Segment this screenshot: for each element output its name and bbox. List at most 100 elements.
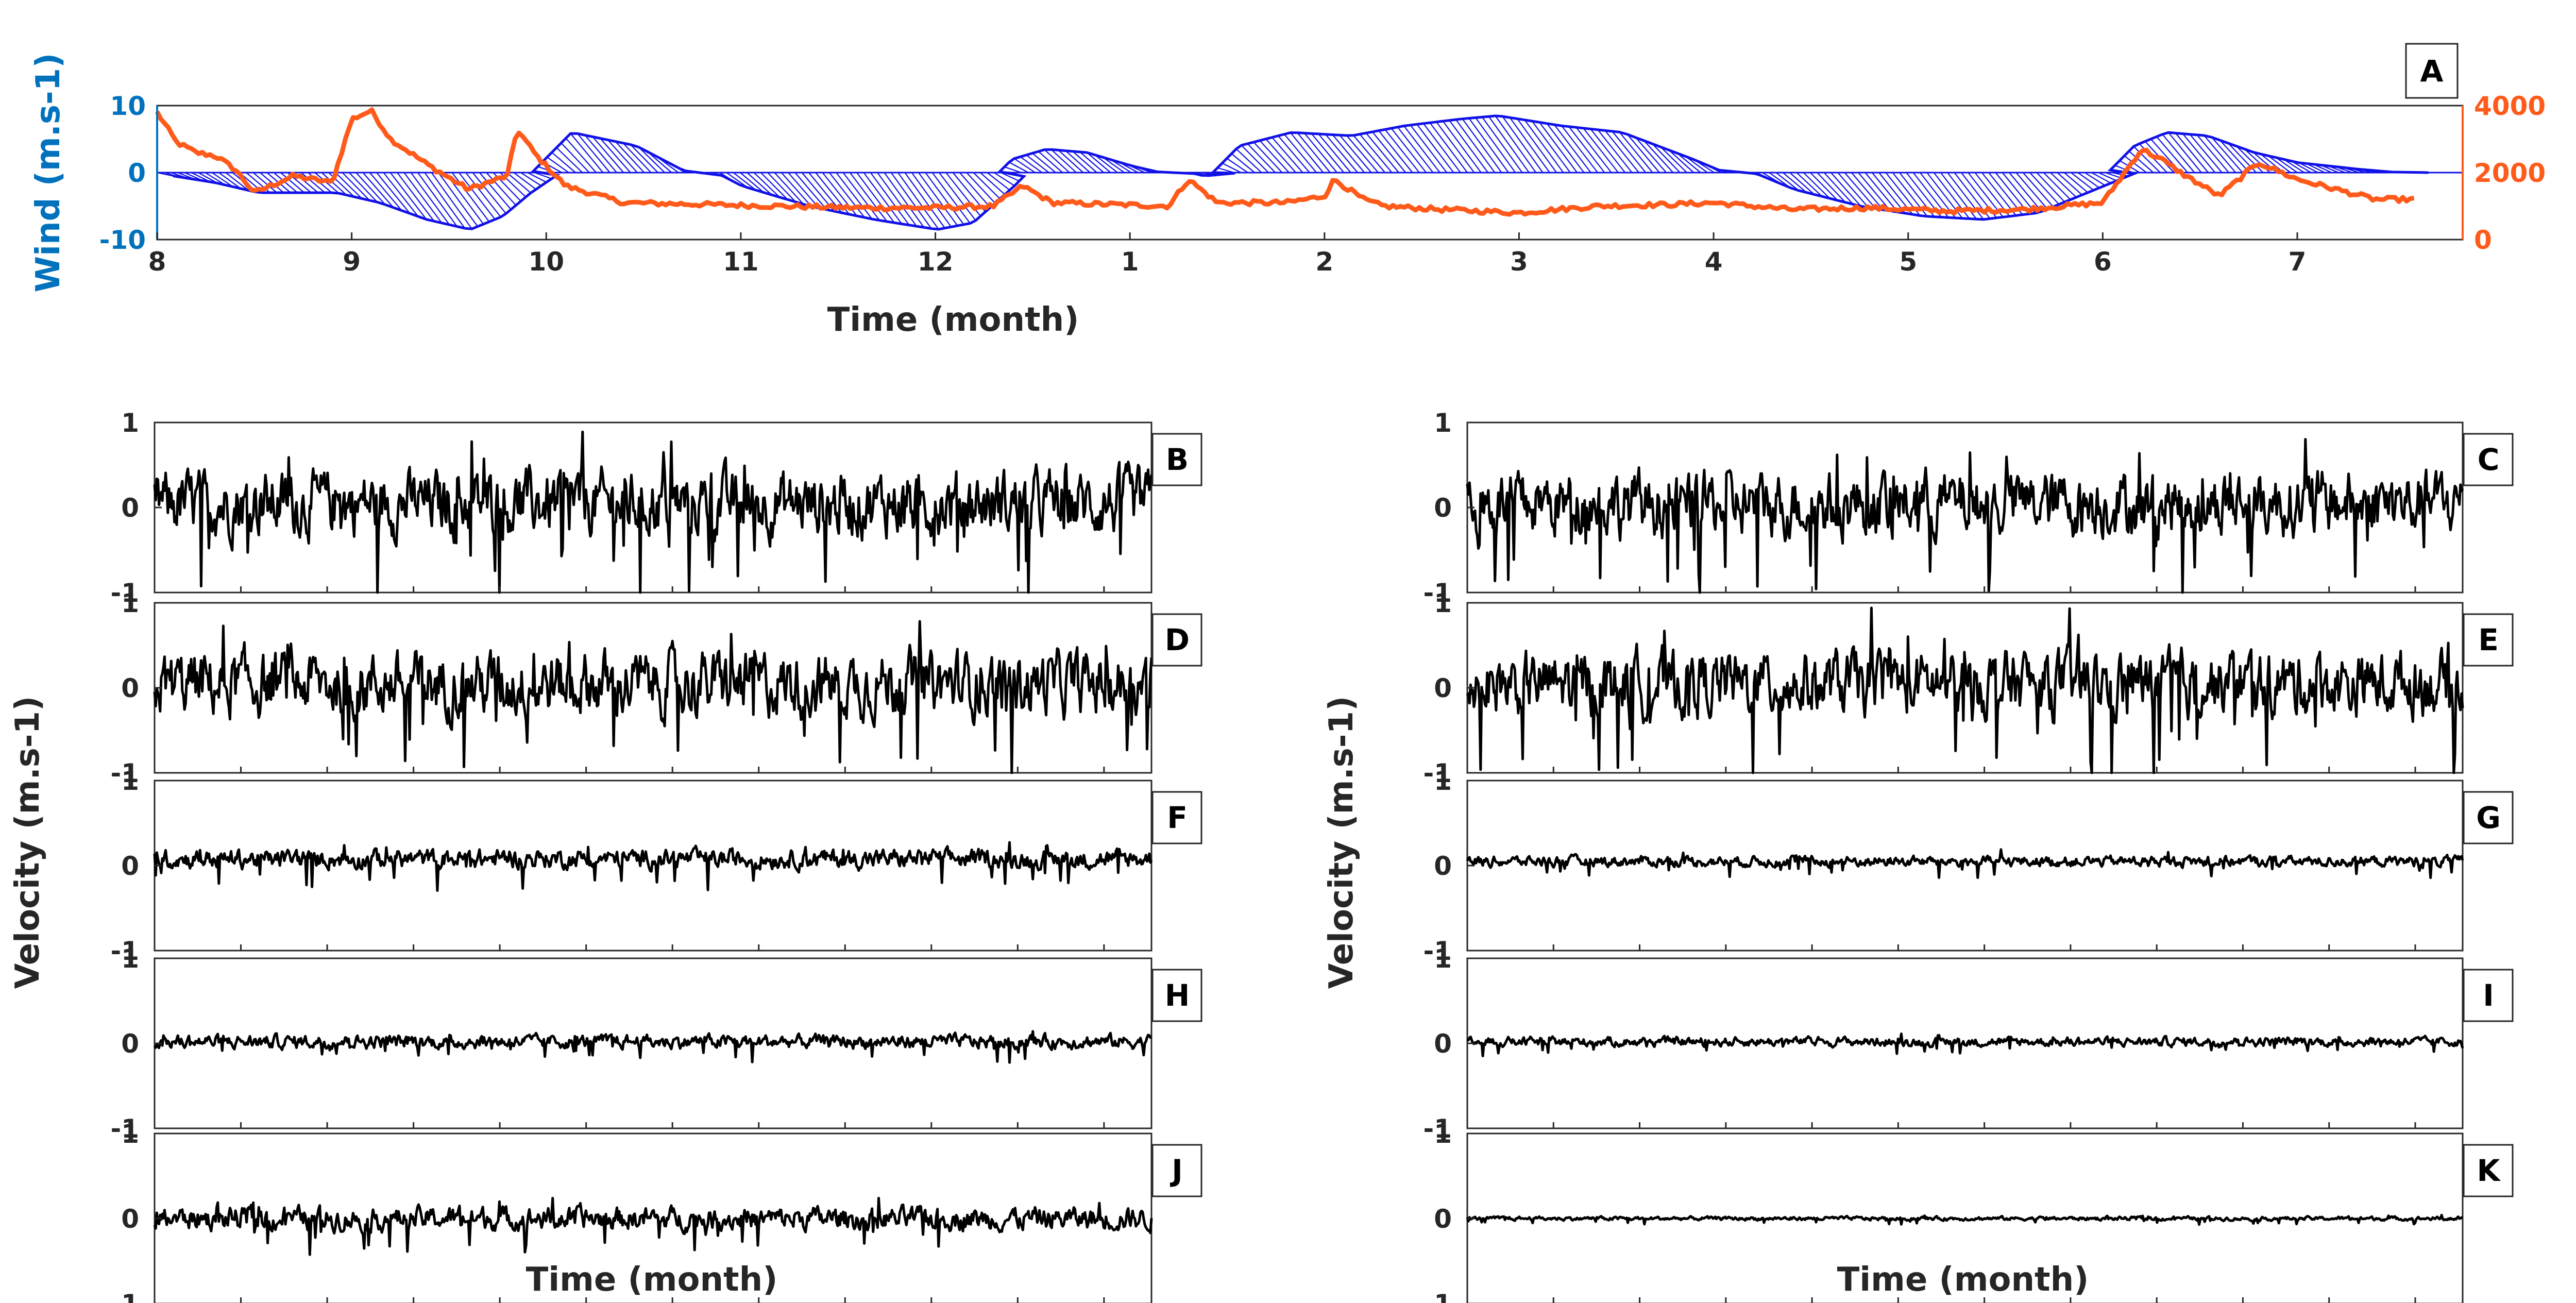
panel-e-ytick-label: -1 xyxy=(1423,758,1452,788)
wind-stick xyxy=(1517,118,1557,173)
wind-stick xyxy=(911,172,952,228)
wind-stick xyxy=(1810,172,1838,201)
panel-a-xtick-label: 9 xyxy=(343,247,361,277)
wind-stick xyxy=(1325,133,1358,173)
panel-h-ytick-label: -1 xyxy=(110,1114,139,1144)
wind-stick xyxy=(1332,134,1365,173)
plot-layer xyxy=(153,43,2514,1303)
wind-stick xyxy=(1391,128,1427,173)
wind-stick xyxy=(2268,155,2291,173)
wind-stick xyxy=(2283,159,2305,173)
panel-h-ytick-label: 0 xyxy=(121,1029,139,1059)
wind-stick xyxy=(2133,146,2161,173)
wind-stick xyxy=(2071,172,2094,191)
wind-stick xyxy=(1626,134,1660,173)
wind-stick xyxy=(1038,151,1063,173)
wind-stick xyxy=(451,172,490,223)
panel-a-ytick-left: 10 xyxy=(110,91,146,121)
wind-stick xyxy=(383,172,419,217)
panel-j-ytick-label: 1 xyxy=(121,1119,139,1149)
panel-i-ytick-label: 1 xyxy=(1434,944,1452,974)
wind-stick xyxy=(1612,131,1647,173)
wind-stick xyxy=(931,172,971,224)
panel-k-ytick-label: 0 xyxy=(1434,1204,1452,1234)
wind-stick xyxy=(2219,140,2250,173)
wind-stick xyxy=(1851,172,1884,210)
panel-g-velocity-line xyxy=(1466,848,2464,879)
panel-i-ytick-label: -1 xyxy=(1423,1114,1452,1144)
wind-stick xyxy=(1226,158,1248,173)
wind-stick xyxy=(1297,132,1331,173)
wind-stick xyxy=(856,172,895,223)
wind-stick xyxy=(2175,132,2209,173)
panel-a-wind-envelope xyxy=(173,114,2429,231)
velocity-xlabel: Time (month) xyxy=(1837,1261,2089,1299)
wind-stick xyxy=(1575,127,1612,173)
wind-stick xyxy=(1032,153,1056,173)
wind-stick xyxy=(740,172,765,193)
wind-stick xyxy=(2098,172,2117,181)
wind-stick xyxy=(607,139,638,173)
wind-stick xyxy=(897,172,939,230)
wind-stick xyxy=(410,172,450,225)
wind-stick xyxy=(1346,135,1379,173)
wind-stick xyxy=(1353,135,1386,173)
wind-stick xyxy=(314,172,340,194)
wind-stick xyxy=(1087,152,1111,173)
velocity-ylabel: Velocity (m.s-1) xyxy=(1323,696,1361,989)
panel-a-xtick-label: 5 xyxy=(1899,247,1917,277)
wind-stick xyxy=(1789,172,1815,195)
wind-stick xyxy=(1652,143,1681,173)
wind-stick xyxy=(1397,127,1434,173)
wind-stick xyxy=(870,172,910,226)
panel-a-letter-box xyxy=(2405,43,2459,99)
wind-stick xyxy=(2236,145,2264,173)
wind-stick xyxy=(2002,172,2036,214)
wind-stick xyxy=(2029,172,2060,205)
wind-stick xyxy=(959,172,991,208)
wind-stick xyxy=(1449,120,1488,173)
panel-c-letter-box xyxy=(2463,433,2514,486)
wind-stick xyxy=(1247,143,1276,173)
wind-stick xyxy=(1429,122,1468,173)
wind-stick xyxy=(1568,126,1605,173)
wind-stick xyxy=(458,172,496,220)
wind-stick xyxy=(584,134,617,173)
panel-d-letter: D xyxy=(1165,622,1190,657)
panel-f-velocity-line xyxy=(153,841,1153,892)
wind-stick xyxy=(1871,172,1906,214)
panel-f-letter: F xyxy=(1167,800,1188,835)
panel-k-letter: K xyxy=(2477,1153,2501,1188)
wind-stick xyxy=(577,133,611,173)
wind-stick xyxy=(2189,133,2223,173)
wind-stick xyxy=(1371,131,1406,173)
wind-stick xyxy=(1468,117,1509,173)
wind-stick xyxy=(506,172,531,194)
wind-stick xyxy=(630,144,658,173)
wind-stick xyxy=(1482,116,1523,173)
wind-stick xyxy=(2196,134,2229,173)
wind-stick xyxy=(1284,133,1317,173)
wind-stick xyxy=(2124,155,2147,173)
wind-stick xyxy=(1531,121,1571,173)
panel-f-ytick-label: 1 xyxy=(121,766,139,796)
panel-c-ytick-label: 0 xyxy=(1434,493,1452,523)
wind-stick xyxy=(1020,156,1043,173)
wind-stick xyxy=(2276,157,2298,173)
wind-stick xyxy=(225,172,249,191)
wind-stick xyxy=(1668,149,1694,173)
wind-stick xyxy=(2182,133,2216,173)
panel-b-ytick-label: -1 xyxy=(110,578,139,608)
wind-stick xyxy=(2009,172,2042,212)
wind-stick xyxy=(551,151,576,173)
panel-i-letter-box xyxy=(2463,969,2514,1022)
wind-stick xyxy=(1604,130,1639,173)
wind-stick xyxy=(2057,172,2082,196)
wind-stick xyxy=(1014,158,1036,173)
wind-stick xyxy=(335,172,363,199)
wind-stick xyxy=(1524,120,1564,173)
panel-a-xtick-label: 2 xyxy=(1315,247,1333,277)
panel-e-letter-box xyxy=(2463,613,2514,667)
wind-stick xyxy=(2298,162,2318,173)
